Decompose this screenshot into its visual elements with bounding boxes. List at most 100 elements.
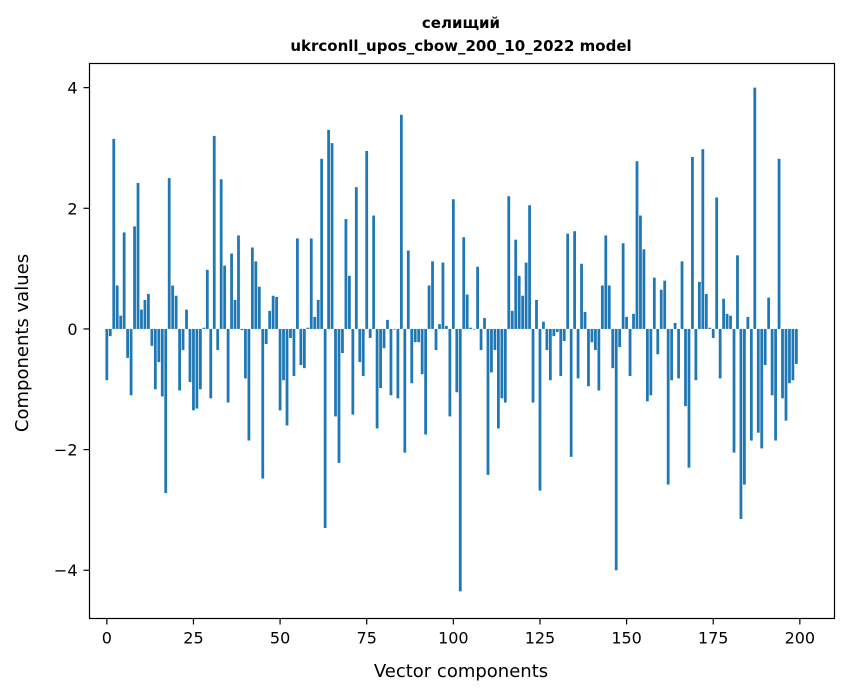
bar (767, 297, 771, 329)
bar (718, 328, 722, 379)
bar (316, 299, 320, 329)
bar (642, 249, 646, 329)
bar (594, 328, 597, 351)
bar (732, 328, 736, 453)
bar (697, 281, 701, 329)
x-tick-label: 50 (270, 629, 290, 648)
bar (632, 313, 635, 329)
bar (122, 232, 126, 329)
bar (271, 295, 275, 329)
bar (784, 328, 788, 421)
bar (223, 265, 227, 329)
bar (334, 328, 337, 417)
bar (621, 243, 625, 329)
bar (455, 328, 459, 393)
bar (618, 328, 622, 348)
bar (576, 328, 580, 379)
bar (344, 219, 348, 329)
bar (694, 328, 698, 381)
bar (496, 328, 500, 429)
bar (313, 316, 317, 329)
bar (382, 328, 386, 349)
bar (171, 285, 175, 329)
bar (160, 328, 164, 397)
bar (396, 328, 400, 399)
bar (434, 328, 438, 351)
bar (687, 328, 691, 468)
bar (451, 199, 455, 329)
bar (753, 87, 757, 329)
bar (715, 197, 719, 329)
bar (438, 324, 441, 329)
bar (143, 299, 147, 329)
bar (493, 328, 497, 351)
bar (611, 328, 615, 369)
bar (226, 328, 230, 403)
x-axis-label: Vector components (374, 661, 548, 682)
bar (240, 328, 244, 331)
bar (458, 328, 462, 592)
bar (192, 328, 195, 411)
y-axis-label: Components values (12, 254, 33, 432)
bar (639, 215, 642, 329)
bar (292, 328, 296, 376)
x-tick-label: 0 (102, 629, 112, 648)
bar (472, 328, 476, 330)
bar (774, 328, 777, 441)
bar (167, 178, 171, 329)
bar (583, 312, 587, 329)
bar (372, 215, 376, 329)
bar (205, 269, 209, 329)
bar (743, 328, 746, 485)
bar (517, 275, 521, 329)
bar (278, 328, 282, 411)
bar (760, 328, 764, 449)
bar (403, 328, 407, 453)
bar (514, 239, 518, 329)
bar (507, 196, 511, 329)
bar (580, 263, 583, 329)
bar (486, 328, 490, 475)
bar (656, 328, 660, 355)
bar (198, 328, 202, 390)
bar (413, 328, 417, 343)
bar (770, 328, 774, 396)
bar (521, 295, 525, 329)
bar (358, 328, 362, 363)
y-axis-ticks: −4 −2 0 2 4 (54, 79, 90, 580)
bar (150, 328, 154, 346)
bar (552, 328, 556, 337)
bar (725, 313, 729, 329)
bar (341, 328, 344, 354)
bar (157, 328, 161, 363)
bar (479, 328, 483, 351)
bar (763, 328, 767, 366)
bar (212, 135, 216, 329)
bar (559, 328, 563, 376)
bar (666, 328, 670, 485)
chart-title-line1: селищий (422, 14, 500, 32)
bar (178, 328, 181, 391)
x-tick-label: 100 (438, 629, 469, 648)
bar (649, 328, 653, 396)
bar (635, 161, 639, 329)
bar (361, 328, 365, 376)
bar (555, 328, 559, 332)
bar (289, 328, 292, 338)
bar (330, 143, 334, 329)
bar (188, 328, 192, 383)
bar (569, 328, 573, 457)
bar (736, 255, 739, 329)
bar (573, 231, 577, 329)
bars-group (105, 87, 798, 592)
bar (261, 328, 265, 479)
bar (531, 328, 535, 403)
bar (219, 179, 223, 329)
bar (670, 328, 674, 381)
bar (756, 328, 760, 433)
bar (389, 328, 393, 396)
bar (347, 275, 351, 329)
bar (268, 310, 272, 329)
bar (510, 310, 514, 329)
